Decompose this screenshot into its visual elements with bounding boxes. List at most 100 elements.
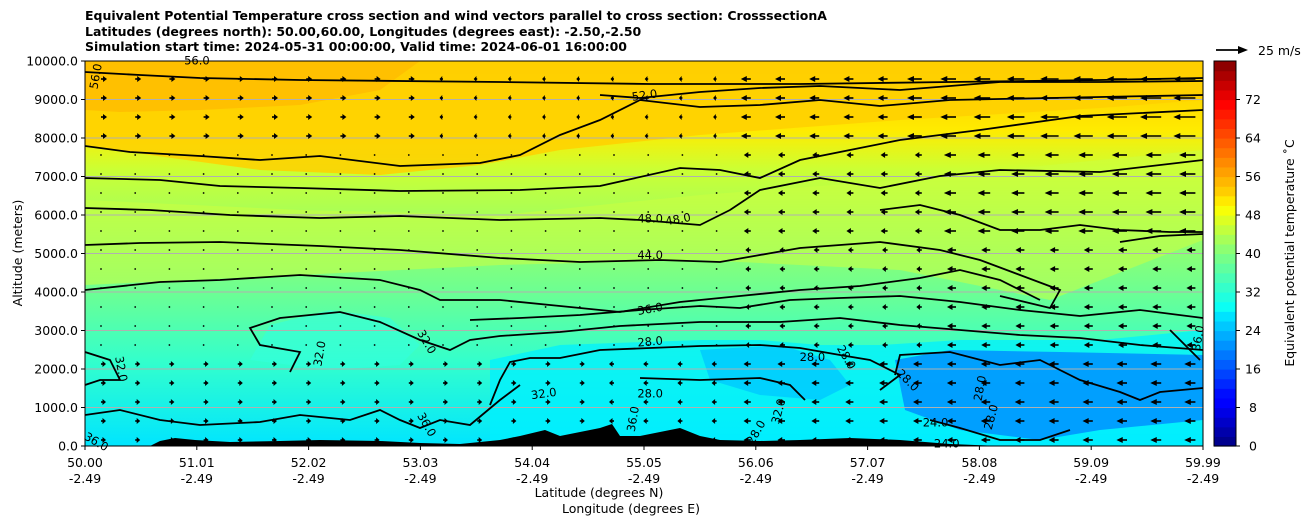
wind-vector-head xyxy=(273,399,277,405)
wind-vector-head xyxy=(644,95,648,101)
wind-vector-head xyxy=(1044,190,1052,196)
wind-vector xyxy=(339,344,342,346)
wind-vector xyxy=(236,306,239,308)
wind-vector xyxy=(373,287,376,289)
contour-label: 52.0 xyxy=(631,86,658,103)
colorbar-segment xyxy=(1214,99,1236,110)
contour-24 xyxy=(894,351,1203,401)
wind-vector xyxy=(202,268,205,270)
wind-vector-head xyxy=(812,171,817,177)
wind-vector-head xyxy=(977,228,985,234)
x-tick-label-lat: 57.07 xyxy=(850,455,886,470)
wind-vector-head xyxy=(1083,304,1090,310)
wind-vector-head xyxy=(711,380,716,386)
colorbar-segment xyxy=(1214,417,1236,428)
wind-vector-head xyxy=(410,361,414,367)
wind-vector-head xyxy=(913,361,919,367)
colorbar: 0 8 16 24 32 40 48 56 64 72 xyxy=(1213,60,1261,454)
wind-vector xyxy=(476,154,479,156)
wind-vector-head xyxy=(342,76,347,82)
x-tick-label-lon: -2.49 xyxy=(851,471,883,486)
wind-vector-head xyxy=(1186,285,1192,291)
wind-vector xyxy=(510,192,513,194)
wind-vector-head xyxy=(1150,399,1157,405)
wind-vector-head xyxy=(743,171,749,177)
wind-vector-head xyxy=(778,190,783,196)
wind-vector xyxy=(168,154,171,156)
wind-vector-head xyxy=(745,266,750,272)
wind-vector xyxy=(510,249,513,251)
wind-vector xyxy=(168,230,171,232)
wind-vector xyxy=(373,249,376,251)
wind-vector-head xyxy=(914,190,920,196)
wind-vector-head xyxy=(512,418,517,424)
wind-vector-head xyxy=(713,114,716,120)
contour-label: 28.0 xyxy=(971,374,989,402)
colorbar-segment xyxy=(1214,292,1236,303)
wind-vector-head xyxy=(512,399,517,405)
wind-vector-head xyxy=(740,76,747,82)
wind-vector xyxy=(271,268,273,270)
wind-vector-head xyxy=(205,361,209,367)
wind-vector-head xyxy=(643,418,647,424)
wind-vector xyxy=(339,173,342,175)
wind-vector-head xyxy=(1152,285,1158,291)
terrain xyxy=(85,424,1000,446)
wind-vector xyxy=(236,325,239,327)
colorbar-tick-label: 0 xyxy=(1249,439,1257,454)
wind-vector-head xyxy=(743,361,749,367)
y-tick-label: 5000.0 xyxy=(34,246,78,261)
colorbar-segment xyxy=(1214,138,1236,149)
wind-vector xyxy=(305,154,308,156)
wind-vector-head xyxy=(581,380,585,386)
wind-vector-head xyxy=(1073,76,1081,82)
wind-vector-head xyxy=(980,361,987,367)
wind-vector-head xyxy=(444,361,448,367)
wind-vector xyxy=(373,154,376,156)
wind-vector-head xyxy=(1111,152,1119,158)
wind-vector-head xyxy=(847,266,852,272)
wind-vector-head xyxy=(1184,418,1191,424)
wind-vector xyxy=(202,154,205,156)
wind-vector xyxy=(407,325,410,327)
wind-vector-head xyxy=(205,380,209,386)
wind-vector xyxy=(510,268,513,270)
quiver-key-arrowhead xyxy=(1238,46,1248,54)
wind-vector-head xyxy=(943,190,951,196)
wind-vector-head xyxy=(916,266,921,272)
wind-vector-head xyxy=(1184,399,1191,405)
wind-vector-head xyxy=(981,285,987,291)
wind-vector-head xyxy=(171,95,176,101)
contour-36-low xyxy=(85,384,521,429)
wind-vector-head xyxy=(171,114,176,120)
wind-vector xyxy=(647,344,650,346)
contour-label: 48.0 xyxy=(637,211,663,225)
wind-vector xyxy=(613,249,615,251)
wind-vector xyxy=(271,192,273,194)
wind-vector xyxy=(305,173,308,175)
wind-vector xyxy=(134,192,137,194)
colorbar-segment xyxy=(1214,157,1236,168)
wind-vector xyxy=(100,211,102,213)
wind-vector-head xyxy=(137,114,142,120)
wind-vector-head xyxy=(980,437,987,443)
wind-vector-head xyxy=(308,76,313,82)
wind-vector-head xyxy=(1186,342,1192,348)
wind-vector-head xyxy=(677,380,681,386)
colorbar-segment xyxy=(1214,311,1236,322)
wind-vector xyxy=(134,211,137,213)
wind-vector-head xyxy=(576,133,580,139)
wind-vector xyxy=(510,154,513,156)
wind-vector xyxy=(613,211,615,213)
wind-vector xyxy=(407,230,410,232)
contour-52a xyxy=(599,80,1203,99)
wind-vector-head xyxy=(813,323,818,329)
wind-vector xyxy=(647,249,650,251)
wind-vector-head xyxy=(1015,342,1021,348)
wind-vector-head xyxy=(103,95,107,101)
contour-label: 32.0 xyxy=(530,385,557,402)
wind-vector-head xyxy=(307,361,312,367)
wind-vector-head xyxy=(1040,76,1048,82)
y-tick-label: 1000.0 xyxy=(34,400,78,415)
colorbar-segment xyxy=(1214,388,1236,399)
